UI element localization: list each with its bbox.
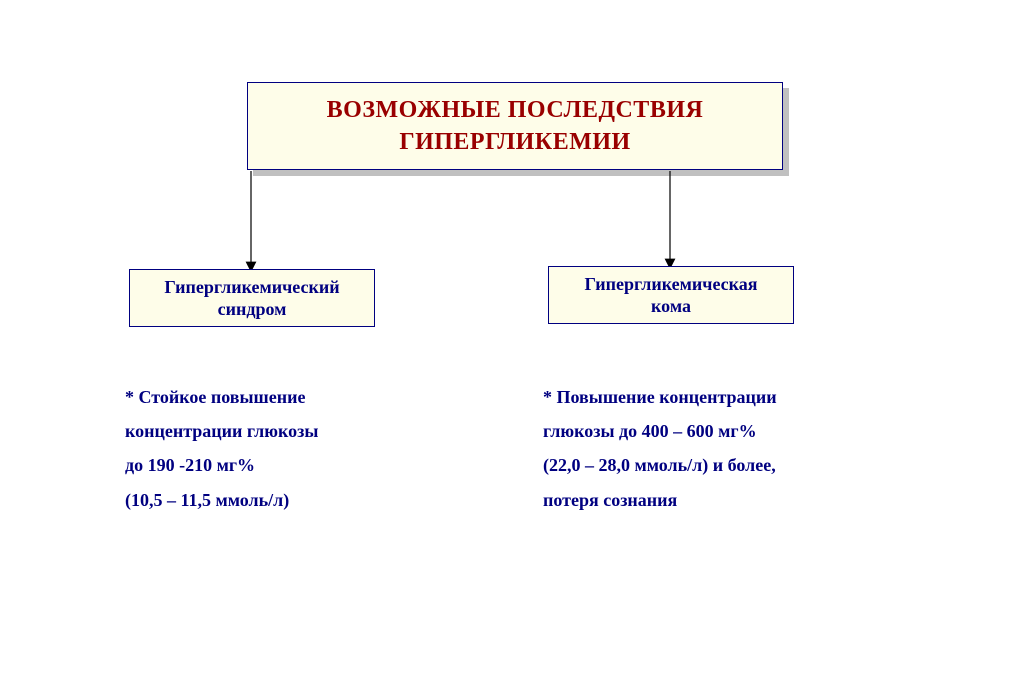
right-box-line-1: Гипергликемическая	[585, 273, 758, 296]
left-description: * Стойкое повышение концентрации глюкозы…	[125, 380, 445, 517]
left-box-line-1: Гипергликемический	[164, 276, 339, 299]
right-box-line-2: кома	[651, 295, 691, 318]
left-desc-l4: (10,5 – 11,5 ммоль/л)	[125, 483, 445, 517]
title-box: ВОЗМОЖНЫЕ ПОСЛЕДСТВИЯ ГИПЕРГЛИКЕМИИ	[247, 82, 783, 170]
left-desc-l2: концентрации глюкозы	[125, 414, 445, 448]
right-desc-l3: (22,0 – 28,0 ммоль/л) и более,	[543, 448, 883, 482]
title-line-1: ВОЗМОЖНЫЕ ПОСЛЕДСТВИЯ	[327, 94, 704, 126]
right-desc-l4: потеря сознания	[543, 483, 883, 517]
left-box: Гипергликемический синдром	[129, 269, 375, 327]
right-box: Гипергликемическая кома	[548, 266, 794, 324]
left-desc-l1: * Стойкое повышение	[125, 380, 445, 414]
title-line-2: ГИПЕРГЛИКЕМИИ	[399, 126, 630, 158]
right-desc-l1: * Повышение концентрации	[543, 380, 883, 414]
right-desc-l2: глюкозы до 400 – 600 мг%	[543, 414, 883, 448]
left-box-line-2: синдром	[218, 298, 287, 321]
right-description: * Повышение концентрации глюкозы до 400 …	[543, 380, 883, 517]
left-desc-l3: до 190 -210 мг%	[125, 448, 445, 482]
